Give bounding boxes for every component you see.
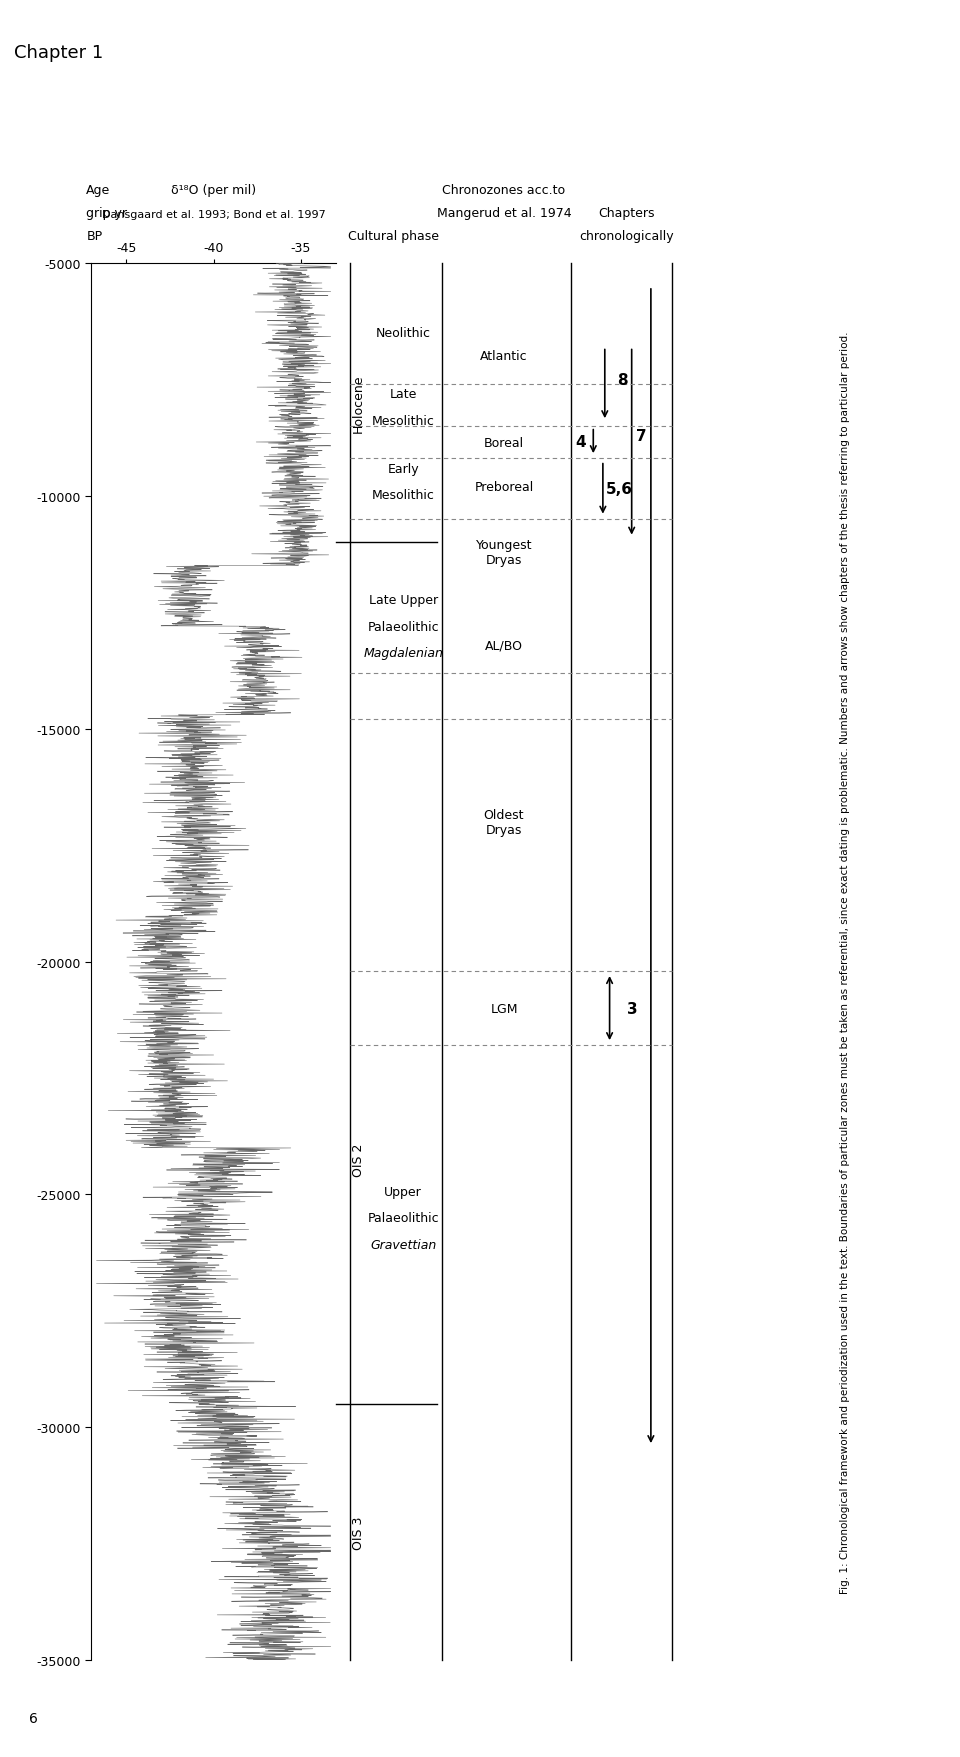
Text: 3: 3 xyxy=(627,1001,637,1016)
Text: 6: 6 xyxy=(29,1711,37,1725)
Text: Mesolithic: Mesolithic xyxy=(372,488,435,503)
Text: Late: Late xyxy=(390,388,417,401)
Text: Chapter 1: Chapter 1 xyxy=(14,44,104,61)
Text: Mangerud et al. 1974: Mangerud et al. 1974 xyxy=(437,207,571,220)
Text: Oldest
Dryas: Oldest Dryas xyxy=(484,808,524,836)
Text: Holocene: Holocene xyxy=(351,374,365,432)
Text: Late Upper: Late Upper xyxy=(369,594,438,606)
Text: 5,6: 5,6 xyxy=(606,481,633,497)
Text: Chronozones acc.to: Chronozones acc.to xyxy=(443,184,565,197)
Text: LGM: LGM xyxy=(491,1001,517,1016)
Text: Upper: Upper xyxy=(384,1186,422,1198)
Text: Youngest
Dryas: Youngest Dryas xyxy=(476,538,532,566)
Text: Atlantic: Atlantic xyxy=(480,350,528,364)
Text: 4: 4 xyxy=(575,434,586,450)
Text: OIS 3: OIS 3 xyxy=(351,1516,365,1550)
Text: Palaeolithic: Palaeolithic xyxy=(368,1212,439,1225)
Text: Gravettian: Gravettian xyxy=(370,1239,437,1251)
Text: Palaeolithic: Palaeolithic xyxy=(368,620,439,633)
Text: Dansgaard et al. 1993; Bond et al. 1997: Dansgaard et al. 1993; Bond et al. 1997 xyxy=(102,209,325,220)
Text: Fig. 1: Chronological framework and periodization used in the text. Boundaries o: Fig. 1: Chronological framework and peri… xyxy=(840,330,850,1594)
Text: 8: 8 xyxy=(617,372,628,388)
Text: 7: 7 xyxy=(636,429,647,443)
Text: Boreal: Boreal xyxy=(484,436,524,450)
Text: Cultural phase: Cultural phase xyxy=(348,230,439,242)
Text: δ¹⁸O (per mil): δ¹⁸O (per mil) xyxy=(171,184,256,197)
Text: AL/BO: AL/BO xyxy=(485,640,523,652)
Text: grip yr: grip yr xyxy=(86,207,128,220)
Text: Chapters: Chapters xyxy=(598,207,655,220)
Text: Age: Age xyxy=(86,184,110,197)
Text: Magdalenian: Magdalenian xyxy=(363,647,444,659)
Text: Early: Early xyxy=(388,462,419,476)
Text: Mesolithic: Mesolithic xyxy=(372,415,435,427)
Text: BP: BP xyxy=(86,230,103,242)
Text: Preboreal: Preboreal xyxy=(474,481,534,494)
Text: Neolithic: Neolithic xyxy=(375,327,431,339)
Text: OIS 2: OIS 2 xyxy=(351,1144,365,1177)
Text: chronologically: chronologically xyxy=(579,230,674,242)
